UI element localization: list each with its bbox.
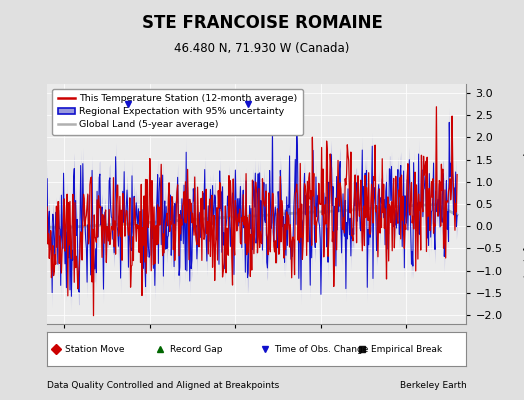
- Legend: This Temperature Station (12-month average), Regional Expectation with 95% uncer: This Temperature Station (12-month avera…: [52, 89, 303, 135]
- Text: Data Quality Controlled and Aligned at Breakpoints: Data Quality Controlled and Aligned at B…: [47, 381, 279, 390]
- Text: Station Move: Station Move: [65, 344, 124, 354]
- Text: STE FRANCOISE ROMAINE: STE FRANCOISE ROMAINE: [141, 14, 383, 32]
- Text: Time of Obs. Change: Time of Obs. Change: [275, 344, 369, 354]
- Y-axis label: Temperature Anomaly (°C): Temperature Anomaly (°C): [522, 130, 524, 278]
- Text: Empirical Break: Empirical Break: [371, 344, 442, 354]
- Text: 46.480 N, 71.930 W (Canada): 46.480 N, 71.930 W (Canada): [174, 42, 350, 55]
- Text: Record Gap: Record Gap: [170, 344, 222, 354]
- Text: Berkeley Earth: Berkeley Earth: [400, 381, 466, 390]
